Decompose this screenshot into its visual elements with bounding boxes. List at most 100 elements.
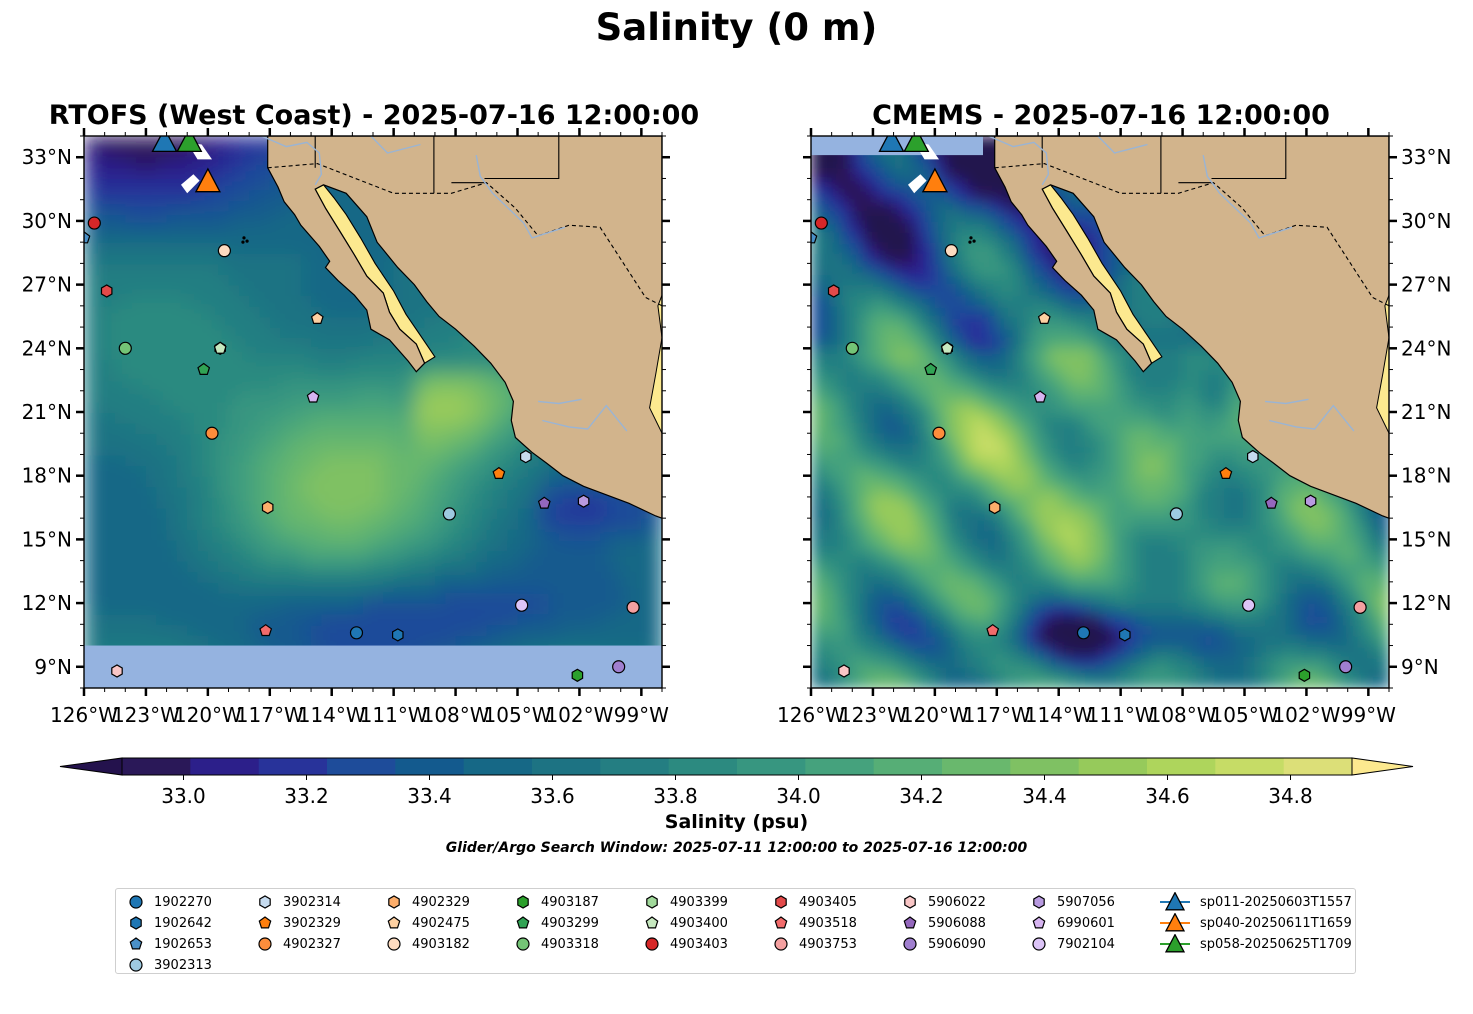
legend-marker xyxy=(645,916,659,929)
float-3902313 xyxy=(1169,507,1183,521)
legend-label: 3902329 xyxy=(283,915,341,931)
legend-item: sp040-20250611T1659 xyxy=(1158,913,1352,933)
x-tick-label: 123°W xyxy=(112,703,180,727)
legend-marker xyxy=(516,937,530,951)
legend-item: 4902327 xyxy=(255,934,341,954)
x-tick-label: 114°W xyxy=(1025,703,1093,727)
float-3902314 xyxy=(519,449,532,464)
colorbar-tick-label: 33.8 xyxy=(653,784,698,808)
legend-circle-icon xyxy=(516,937,530,951)
float-4903403 xyxy=(87,216,101,230)
legend-circle-icon xyxy=(645,937,659,951)
x-tick-label: 114°W xyxy=(298,703,366,727)
river xyxy=(538,398,582,405)
legend-marker xyxy=(387,937,401,951)
legend-marker xyxy=(775,895,787,909)
legend-item: 5906090 xyxy=(900,934,986,954)
colorbar-bin xyxy=(1147,758,1216,775)
float-4903405 xyxy=(827,284,840,298)
legend-item: 4903399 xyxy=(642,892,728,912)
legend-hexagon-icon xyxy=(517,895,529,909)
legend-hexagon-icon xyxy=(904,895,916,909)
legend-label: sp058-20250625T1709 xyxy=(1200,936,1352,952)
float-3902313 xyxy=(442,507,456,521)
y-tick-label: 27°N xyxy=(22,273,72,297)
legend-label: 5906088 xyxy=(928,915,986,931)
legend-label: 1902653 xyxy=(154,936,212,952)
legend-marker xyxy=(258,916,272,929)
float-4903405 xyxy=(100,284,113,298)
colorbar-bin xyxy=(190,758,260,775)
legend-hexagon-icon xyxy=(646,895,658,909)
legend-label: 4903403 xyxy=(670,936,728,952)
legend-marker xyxy=(129,895,143,909)
island xyxy=(242,236,246,240)
river xyxy=(1097,136,1148,154)
float-4903403 xyxy=(814,216,828,230)
x-tick-label: 108°W xyxy=(422,703,490,727)
legend-item: 1902270 xyxy=(126,892,212,912)
legend-item: 4903299 xyxy=(513,913,599,933)
float-4903182 xyxy=(944,244,958,258)
float-4903518 xyxy=(259,623,273,637)
state-border xyxy=(484,136,560,180)
float-4902475 xyxy=(310,311,324,324)
legend-marker xyxy=(387,916,401,929)
float-3902314 xyxy=(1246,449,1259,464)
legend-pentagon-icon xyxy=(1032,916,1046,929)
legend-circle-icon xyxy=(387,937,401,951)
colorbar-bin xyxy=(668,758,738,775)
mexico-landmass xyxy=(267,136,662,519)
legend-item: 5906088 xyxy=(900,913,986,933)
colorbar-tick-label: 34.8 xyxy=(1268,784,1313,808)
legend-label: 4903187 xyxy=(541,894,599,910)
legend-marker xyxy=(258,937,272,951)
colorbar-tick-label: 34.2 xyxy=(899,784,944,808)
legend-label: 4903405 xyxy=(799,894,857,910)
legend-label: 4903518 xyxy=(799,915,857,931)
float-5906022 xyxy=(111,664,123,678)
x-tick-label: 108°W xyxy=(1149,703,1217,727)
legend-label: 4903182 xyxy=(412,936,470,952)
legend-label: 6990601 xyxy=(1057,915,1115,931)
river xyxy=(370,136,421,154)
legend-item: 4903403 xyxy=(642,934,728,954)
legend-marker xyxy=(1160,934,1190,953)
legend-label: 5906022 xyxy=(928,894,986,910)
float-7902104 xyxy=(1242,598,1256,612)
colorbar-bin xyxy=(1283,758,1353,775)
float-1902653 xyxy=(84,231,91,244)
colorbar-bin xyxy=(532,758,601,775)
float-4902475 xyxy=(1037,311,1051,324)
legend-item: sp058-20250625T1709 xyxy=(1158,934,1352,954)
legend-label: sp040-20250611T1659 xyxy=(1200,915,1352,931)
platform-legend: 1902270 1902642 1902653 3902313 3902314 39023… xyxy=(115,888,1356,974)
legend-marker xyxy=(516,916,530,929)
legend-marker xyxy=(388,895,400,909)
legend-item: 6990601 xyxy=(1029,913,1115,933)
x-tick-label: 123°W xyxy=(839,703,907,727)
legend-label: 5906090 xyxy=(928,936,986,952)
y-tick-label: 21°N xyxy=(22,400,72,424)
gulf-of-mexico-edge xyxy=(1376,295,1389,434)
legend-glider-icon xyxy=(1164,892,1186,911)
colorbar-frame xyxy=(121,757,1353,776)
country-border xyxy=(267,163,662,307)
glider-sp058-20250625T1709 xyxy=(176,136,203,153)
legend-circle-icon xyxy=(129,895,143,909)
x-tick-label: 117°W xyxy=(236,703,304,727)
glider-sp040-20250611T1659 xyxy=(921,167,948,193)
legend-item: 4903518 xyxy=(771,913,857,933)
float-4902327 xyxy=(205,426,219,440)
island xyxy=(972,239,976,243)
y-tick-label: 33°N xyxy=(22,145,72,169)
colorbar-bin xyxy=(737,758,806,775)
x-tick-label: 111°W xyxy=(1087,703,1155,727)
x-tick-label: 99°W xyxy=(614,703,669,727)
colorbar-bin xyxy=(258,758,328,775)
island xyxy=(241,240,245,244)
legend-marker xyxy=(259,895,271,909)
rtofs-map-panel: 126°W123°W120°W117°W114°W111°W108°W105°W… xyxy=(22,128,670,727)
legend-label: 1902642 xyxy=(154,915,212,931)
x-tick-label: 105°W xyxy=(1211,703,1279,727)
